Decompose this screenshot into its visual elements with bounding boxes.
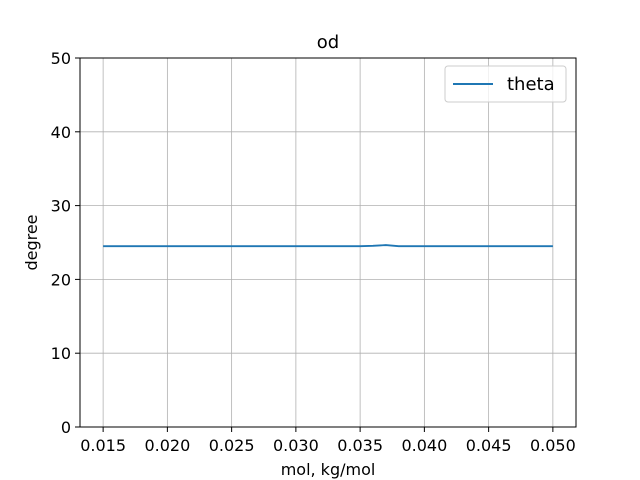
x-tick-label: 0.015 (80, 436, 126, 455)
y-tick-label: 0 (61, 418, 71, 437)
y-axis-title: degree (22, 214, 41, 270)
x-tick-label: 0.040 (401, 436, 447, 455)
series-lines (103, 244, 553, 248)
legend: theta (444, 65, 567, 103)
series-line-theta (103, 244, 553, 248)
x-tick-label: 0.045 (466, 436, 512, 455)
legend-label-theta: theta (507, 74, 555, 95)
axis-ticks: 0.015 0.020 0.025 0.030 0.035 0.040 0.045 0.050… (51, 49, 576, 455)
y-tick-label: 20 (51, 270, 71, 289)
y-tick-label: 10 (51, 344, 71, 363)
legend-box (444, 65, 567, 103)
y-tick-label: 30 (51, 197, 71, 216)
x-tick-label: 0.035 (337, 436, 383, 455)
x-tick-label: 0.020 (144, 436, 190, 455)
x-tick-label: 0.030 (273, 436, 319, 455)
y-tick-label: 50 (51, 49, 71, 68)
y-tick-label: 40 (51, 123, 71, 142)
x-tick-label: 0.025 (209, 436, 255, 455)
x-tick-label: 0.050 (530, 436, 576, 455)
x-axis-title: mol, kg/mol (281, 460, 376, 479)
chart-title: od (317, 32, 339, 53)
plot-area-frame (79, 57, 577, 428)
